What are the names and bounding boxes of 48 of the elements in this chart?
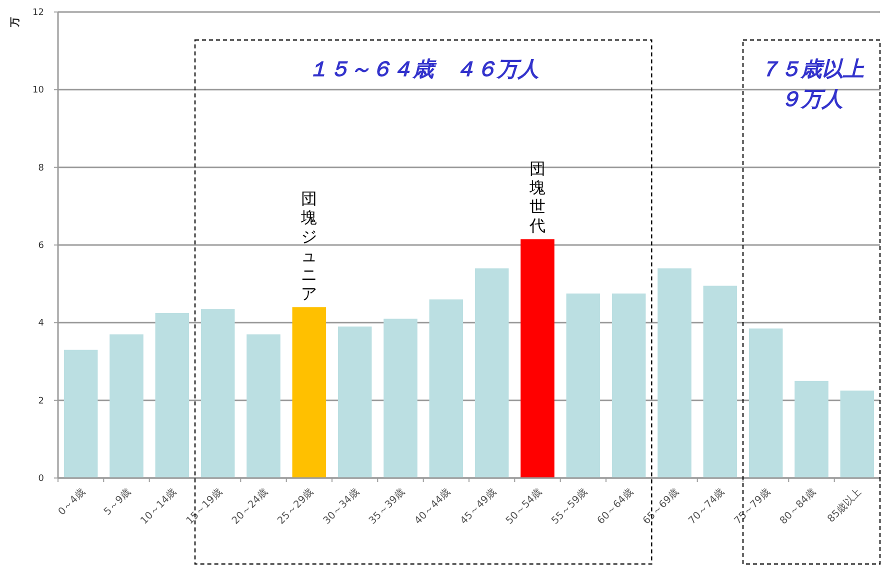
bar xyxy=(658,268,692,478)
y-tick-label: 12 xyxy=(32,8,44,18)
annotation: ９万人 xyxy=(780,87,843,111)
x-tick-label: 50～54歳 xyxy=(504,486,544,527)
y-tick-label: 4 xyxy=(38,318,44,329)
bar xyxy=(612,294,646,478)
y-axis-title: 万 xyxy=(10,17,21,28)
x-tick-label: 40～44歳 xyxy=(412,486,453,527)
y-tick-label: 8 xyxy=(38,163,44,174)
x-tick-label: 85歳以上 xyxy=(825,486,864,525)
annotation: 団塊ジュニア xyxy=(300,189,318,304)
bar xyxy=(703,286,738,478)
bar xyxy=(748,328,783,478)
x-tick-label: 5～9歳 xyxy=(102,486,134,518)
bar xyxy=(794,380,828,478)
bar xyxy=(338,326,372,478)
x-tick-label: 35～39歳 xyxy=(366,486,408,527)
x-tick-label: 65～69歳 xyxy=(640,486,682,527)
bar xyxy=(384,318,418,478)
y-tick-label: 6 xyxy=(38,241,44,251)
bar xyxy=(64,350,98,478)
bar xyxy=(429,299,464,478)
bar xyxy=(110,334,144,478)
annotation: １５～６４歳 ４６万人 xyxy=(308,57,539,81)
x-tick-label: 60～64歳 xyxy=(594,486,636,527)
x-tick-label: 20～24歳 xyxy=(230,486,270,527)
x-tick-label: 70～74歳 xyxy=(686,486,727,527)
bar xyxy=(200,309,235,478)
bar xyxy=(520,239,554,478)
x-tick-label: 80～84歳 xyxy=(778,486,818,527)
bar xyxy=(474,268,509,478)
bar xyxy=(292,307,326,478)
bar xyxy=(566,294,600,478)
y-tick-label: 2 xyxy=(38,396,44,406)
y-tick-label: 0 xyxy=(38,474,44,484)
bar xyxy=(840,390,874,478)
x-tick-label: 25～29歳 xyxy=(275,486,316,527)
x-tick-label: 0～4歳 xyxy=(56,486,88,518)
x-tick-label: 55～59歳 xyxy=(549,486,590,527)
x-tick-label: 45～49歳 xyxy=(458,486,498,527)
annotation: ７５歳以上 xyxy=(759,57,865,81)
y-tick-label: 10 xyxy=(32,86,44,96)
x-tick-label: 30～34歳 xyxy=(320,486,362,527)
x-tick-label: 15～19歳 xyxy=(184,486,224,527)
x-tick-label: 10～14歳 xyxy=(138,486,179,527)
bar xyxy=(246,334,280,478)
annotation: 団塊世代 xyxy=(528,159,546,236)
bar xyxy=(155,312,190,478)
